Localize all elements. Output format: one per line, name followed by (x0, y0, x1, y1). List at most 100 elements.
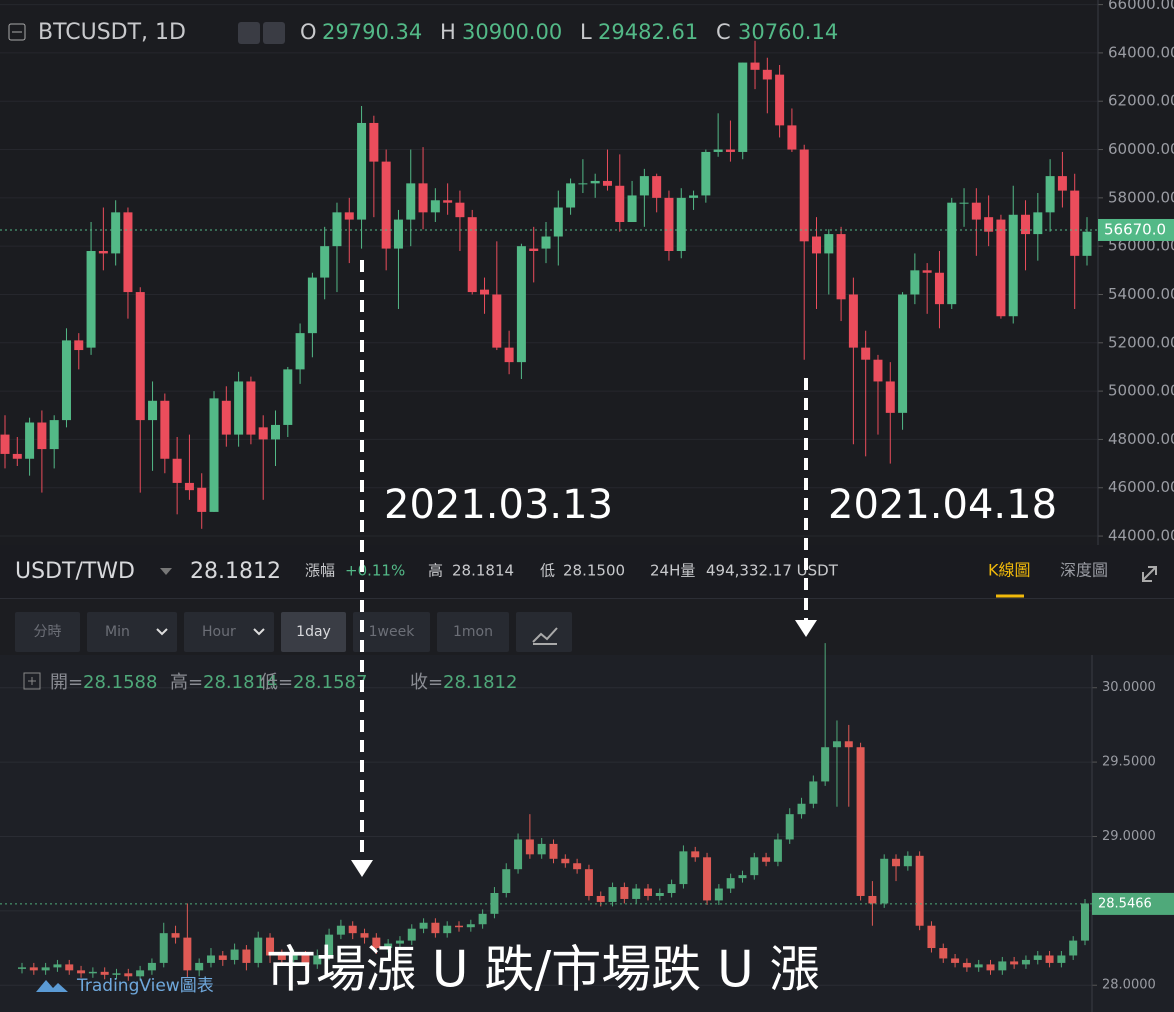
candle-body (915, 855, 924, 926)
candle-body (136, 970, 145, 977)
candle-body (1081, 903, 1089, 941)
pair-dropdown[interactable] (160, 568, 172, 575)
candle-body (848, 294, 858, 348)
watermark: TradingView圖表 (76, 976, 214, 996)
candle-body (962, 962, 971, 968)
candle-body (892, 858, 901, 867)
candle-body (632, 888, 641, 899)
candle-body (369, 122, 379, 162)
stat-label: 高 (428, 562, 443, 580)
toolbar-button[interactable] (184, 612, 274, 652)
candle-body (639, 176, 649, 196)
ohlc-value: 28.1814 (203, 672, 277, 693)
toolbar-button[interactable] (87, 612, 177, 652)
candle-body (1010, 961, 1019, 965)
candle-body (12, 453, 22, 459)
candle-body (787, 125, 797, 150)
candle-body (490, 893, 499, 914)
candle-body (111, 212, 121, 254)
candle-body (348, 925, 357, 934)
candle-body (159, 933, 168, 963)
candle-body (41, 967, 50, 971)
candle-body (206, 955, 215, 963)
candle-body (492, 294, 502, 348)
eye-icon[interactable] (238, 22, 260, 44)
candle-body (209, 398, 219, 512)
tab[interactable]: 深度圖 (1060, 561, 1108, 580)
candle-body (372, 937, 381, 949)
toolbar-button[interactable] (516, 612, 572, 652)
candle-body (242, 949, 251, 963)
candle-body (785, 814, 794, 840)
candle-body (529, 248, 539, 251)
candle-body (986, 964, 995, 971)
candle-body (171, 933, 180, 938)
candle-body (123, 212, 133, 293)
candle-body (750, 857, 759, 876)
candle-body (573, 863, 582, 870)
ohlc-value: 30760.14 (738, 20, 838, 44)
candle-body (478, 913, 487, 925)
ohlc-key: 收= (410, 672, 443, 693)
candle-body (254, 937, 263, 963)
candle-body (998, 961, 1007, 971)
candle-body (809, 781, 818, 804)
toolbar-button[interactable] (281, 612, 346, 652)
candle-body (762, 857, 771, 862)
candle-body (74, 340, 84, 351)
candle-body (939, 948, 948, 959)
candle-body (652, 176, 662, 198)
chart-title: BTCUSDT, 1D (38, 20, 186, 45)
candle-body (184, 482, 194, 491)
candle-body (18, 967, 26, 969)
candle-body (197, 487, 207, 512)
last-price-tag (1098, 218, 1174, 241)
candle-body (566, 183, 576, 208)
candle-body (812, 236, 821, 254)
candle-body (516, 246, 526, 363)
candle-body (537, 843, 546, 855)
toolbar-label: 分時 (34, 624, 62, 640)
candle-body (443, 200, 453, 203)
candle-body (934, 272, 944, 305)
candle-body (384, 943, 393, 949)
candle-body (1033, 955, 1042, 960)
y-tick-label: 56000.00 (1108, 237, 1174, 255)
toolbar-button[interactable] (353, 612, 430, 652)
candle-body (824, 234, 834, 254)
price: 28.1812 (190, 559, 281, 584)
stat-value: 28.1814 (452, 562, 514, 580)
candle-body (502, 869, 511, 893)
settings-icon[interactable] (263, 22, 285, 44)
expand-icon[interactable] (1142, 566, 1157, 582)
candle-body (98, 250, 108, 254)
y-tick-label: 29.5000 (1102, 755, 1156, 770)
candle-body (88, 971, 97, 974)
y-tick-label: 30.0000 (1102, 680, 1156, 695)
toolbar-button[interactable] (437, 612, 509, 652)
toolbar-button[interactable] (15, 612, 80, 652)
candle-body (959, 202, 969, 204)
collapse-icon (8, 23, 26, 41)
candle-body (344, 212, 354, 220)
tab[interactable]: K線圖 (988, 561, 1031, 580)
candle-body (910, 270, 920, 295)
candle-body (750, 62, 760, 70)
y-tick-label: 44000.00 (1108, 527, 1174, 545)
candle-body (799, 149, 809, 242)
candle-body (246, 381, 256, 435)
candle-body (726, 878, 735, 889)
candle-body (541, 236, 551, 249)
candle-body (86, 250, 96, 348)
ohlc-key: H (440, 20, 456, 44)
candle-body (880, 858, 889, 904)
candle-body (655, 893, 664, 896)
candle-body (53, 964, 62, 968)
y-tick-label: 29.0000 (1102, 829, 1156, 844)
candle-body (773, 839, 782, 862)
ohlc-key: C (716, 20, 731, 44)
ohlc-key: O (300, 20, 317, 44)
candle-body (295, 333, 305, 370)
candle-body (578, 183, 588, 185)
y-tick-label: 54000.00 (1108, 285, 1174, 303)
